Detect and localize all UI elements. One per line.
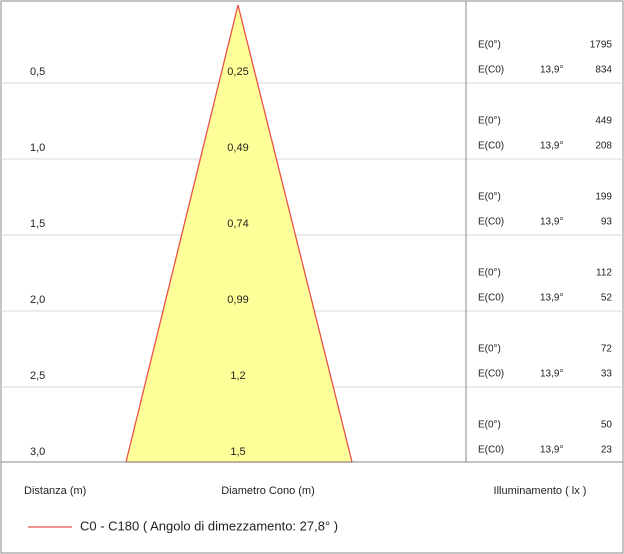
e0-label: E(0°)	[478, 116, 501, 127]
illuminance-header: Illuminamento ( lx )	[494, 485, 587, 497]
ec0-value: 23	[601, 445, 613, 456]
distance: 3,0	[30, 446, 45, 458]
ec0-value: 208	[595, 141, 612, 152]
distance-header: Distanza (m)	[24, 485, 86, 497]
e0-label: E(0°)	[478, 40, 501, 51]
diameter: 0,99	[227, 294, 248, 306]
diameter: 1,5	[230, 446, 245, 458]
diameter-header: Diametro Cono (m)	[221, 485, 315, 497]
angle: 13,9°	[540, 445, 563, 456]
legend-label: C0 - C180 ( Angolo di dimezzamento: 27,8…	[80, 518, 338, 533]
ec0-label: E(C0)	[478, 141, 504, 152]
e0-label: E(0°)	[478, 344, 501, 355]
e0-value: 449	[595, 116, 612, 127]
ec0-label: E(C0)	[478, 445, 504, 456]
ec0-label: E(C0)	[478, 65, 504, 76]
angle: 13,9°	[540, 293, 563, 304]
e0-value: 112	[596, 268, 612, 279]
distance: 1,5	[30, 218, 45, 230]
angle: 13,9°	[540, 141, 563, 152]
e0-label: E(0°)	[478, 420, 501, 431]
diameter: 0,74	[227, 218, 248, 230]
angle: 13,9°	[540, 369, 563, 380]
ec0-label: E(C0)	[478, 293, 504, 304]
angle: 13,9°	[540, 65, 563, 76]
distance: 2,0	[30, 294, 45, 306]
distance: 2,5	[30, 370, 45, 382]
ec0-label: E(C0)	[478, 369, 504, 380]
e0-value: 50	[601, 420, 613, 431]
ec0-label: E(C0)	[478, 217, 504, 228]
ec0-value: 52	[601, 293, 613, 304]
ec0-value: 93	[601, 217, 613, 228]
diameter: 0,25	[227, 66, 248, 78]
distance: 0,5	[30, 66, 45, 78]
distance: 1,0	[30, 142, 45, 154]
e0-value: 1795	[590, 40, 613, 51]
e0-value: 199	[595, 192, 612, 203]
diameter: 0,49	[227, 142, 248, 154]
ec0-value: 33	[601, 369, 613, 380]
e0-label: E(0°)	[478, 268, 501, 279]
angle: 13,9°	[540, 217, 563, 228]
diameter: 1,2	[230, 370, 245, 382]
ec0-value: 834	[595, 65, 612, 76]
e0-label: E(0°)	[478, 192, 501, 203]
e0-value: 72	[601, 344, 613, 355]
